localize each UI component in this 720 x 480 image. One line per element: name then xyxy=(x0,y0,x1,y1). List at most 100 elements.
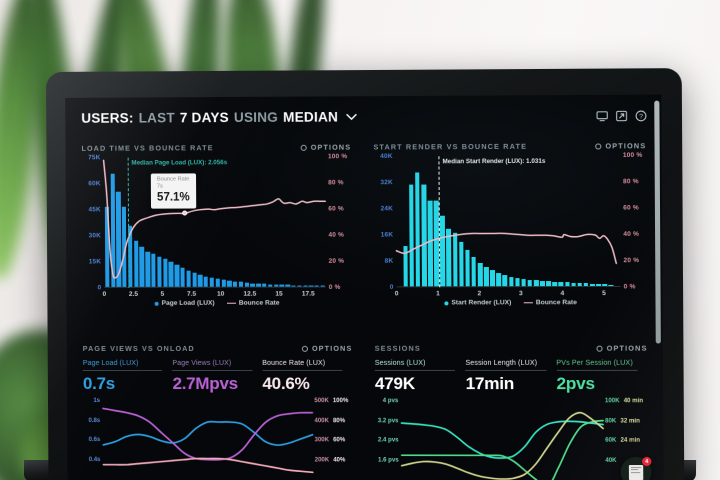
tooltip-anchor-dot xyxy=(182,210,188,216)
options-label: OPTIONS xyxy=(311,343,353,353)
panel-title: PAGE VIEWS VS ONLOAD xyxy=(82,343,195,353)
share-icon[interactable] xyxy=(615,109,627,121)
sparkline-svg xyxy=(103,398,313,476)
sparkline-series[interactable] xyxy=(401,420,603,480)
chart-tooltip: Bounce Rate 7s 57.1% xyxy=(150,173,196,209)
x-axis-tick: 2.5 xyxy=(128,290,139,298)
options-button[interactable]: OPTIONS xyxy=(300,143,351,152)
y2-axis-tick-group: 60K 24 min xyxy=(605,438,640,444)
x-axis-tick: 17.5 xyxy=(301,290,315,298)
x-axis-tick: 0 xyxy=(102,290,107,298)
y-axis-tick: 40K xyxy=(380,152,393,161)
y2-axis-tick-group: 300K 60% xyxy=(315,437,346,443)
gear-icon xyxy=(595,142,602,150)
kpi-value: 40.6% xyxy=(262,373,310,394)
kpi-label: Page Load (LUX) xyxy=(82,359,139,367)
chat-card-icon xyxy=(628,464,644,480)
tooltip-y-value: 57.1% xyxy=(156,191,190,204)
kpi-divider xyxy=(374,369,456,371)
chart-page-views-vs-onload[interactable]: 1s 0.8s 0.6s 0.4s 500K 100% 400K 80% 300K 60% 200K… xyxy=(88,398,348,476)
options-button[interactable]: OPTIONS xyxy=(596,344,648,353)
x-axis-tick: 15 xyxy=(275,290,283,298)
y-axis-tick: 1s xyxy=(93,398,101,405)
y2-axis-tick-primary: 40K xyxy=(605,457,617,464)
chart-legend: Start Render (LUX) Bounce Rate xyxy=(374,299,647,306)
options-button[interactable]: OPTIONS xyxy=(301,343,353,353)
y2-axis-tick: 60 % xyxy=(623,204,639,212)
y-axis-tick: 60K xyxy=(88,180,101,188)
y-axis-tick: 8K xyxy=(384,257,394,265)
help-icon[interactable]: ? xyxy=(635,109,647,121)
y2-axis-tick-group: 80K 32 min xyxy=(605,418,640,424)
y2-axis-tick-primary: 500K xyxy=(314,398,329,405)
y-axis-tick: 24K xyxy=(380,205,394,213)
bounce-rate-line xyxy=(104,157,326,288)
x-axis-tick: 10 xyxy=(216,290,225,298)
y2-axis-tick-secondary: 24 min xyxy=(620,437,641,444)
legend-item[interactable]: Page Load (LUX) xyxy=(154,299,215,307)
legend-label: Page Load (LUX) xyxy=(161,299,215,307)
page-scrollbar[interactable] xyxy=(654,100,661,344)
median-annotation-label: Median Start Render (LUX): 1.031s xyxy=(442,157,546,166)
chat-support-button[interactable]: 4 xyxy=(620,456,652,480)
y2-axis-tick-group: 400K 80% xyxy=(314,418,345,424)
panel-load-time-vs-bounce-rate: LOAD TIME VS BOUNCE RATE OPTIONS Median … xyxy=(81,143,352,307)
page-title[interactable]: USERS: LAST 7 DAYS USING MEDIAN xyxy=(81,109,357,125)
y2-axis-tick: 80 % xyxy=(328,179,344,187)
y-axis-tick: 4 pvs xyxy=(382,398,399,405)
y-axis-tick: 1.6 pvs xyxy=(378,457,399,464)
y2-axis-tick-primary: 300K xyxy=(314,437,330,444)
kpi-group: Page Load (LUX) 0.7s Page Views (LUX) 2.… xyxy=(82,359,353,394)
kpi-group: Sessions (LUX) 479K Session Length (LUX)… xyxy=(374,359,648,394)
laptop-device: USERS: LAST 7 DAYS USING MEDIAN ? xyxy=(46,68,685,480)
kpi-value: 17min xyxy=(465,373,515,394)
y-axis-tick: 2.4 pvs xyxy=(377,437,399,444)
y2-axis-tick-secondary: 60% xyxy=(333,437,346,444)
sparkline-svg xyxy=(401,398,603,477)
x-axis-tick: 4 xyxy=(560,290,565,298)
options-button[interactable]: OPTIONS xyxy=(595,141,646,150)
legend-item[interactable]: Bounce Rate xyxy=(226,299,280,307)
y-axis-tick: 0 xyxy=(97,284,102,292)
kpi-label: Page Views (LUX) xyxy=(172,359,232,367)
y2-axis-tick-group: 200K 40% xyxy=(315,457,346,463)
legend-label: Bounce Rate xyxy=(238,299,280,307)
chart-start-render-vs-bounce-rate[interactable]: Median Start Render (LUX): 1.031s 0 8K 16K… xyxy=(380,152,642,298)
kpi-divider xyxy=(82,369,163,372)
legend-item[interactable]: Start Render (LUX) xyxy=(444,299,511,306)
y2-axis-tick-group: 40K xyxy=(605,457,620,463)
panel-start-render-vs-bounce-rate: START RENDER VS BOUNCE RATE OPTIONS Medi… xyxy=(373,141,647,306)
sparkline-series[interactable] xyxy=(103,422,312,446)
y2-axis-tick-secondary: 40 min xyxy=(623,398,644,405)
legend-marker-dot xyxy=(154,301,159,306)
x-axis-tick: 7.5 xyxy=(186,290,197,298)
chart-load-time-vs-bounce-rate[interactable]: Median Page Load (LUX): 2.056s Bounce Rat… xyxy=(88,153,347,298)
panel-header: START RENDER VS BOUNCE RATE OPTIONS xyxy=(373,141,646,151)
chart-sessions[interactable]: 4 pvs 3.2 pvs 2.4 pvs 1.6 pvs 100K 40 min 80K 3… xyxy=(378,398,643,477)
gear-icon xyxy=(301,345,308,352)
kpi-label: Sessions (LUX) xyxy=(374,359,426,367)
kpi-page-views[interactable]: Page Views (LUX) 2.7Mpvs xyxy=(172,359,262,393)
legend-item[interactable]: Bounce Rate xyxy=(523,299,577,307)
chevron-down-icon[interactable] xyxy=(346,109,357,123)
legend-label: Bounce Rate xyxy=(535,299,577,307)
x-axis-tick: 2 xyxy=(477,290,482,298)
app-header: USERS: LAST 7 DAYS USING MEDIAN ? xyxy=(65,95,661,138)
kpi-pvs-per-session[interactable]: PVs Per Session (LUX) 2pvs xyxy=(556,360,647,393)
kpi-sessions[interactable]: Sessions (LUX) 479K xyxy=(374,359,466,393)
chart-plot-area: Median Start Render (LUX): 1.031s xyxy=(396,155,621,288)
chart-plot-area: Median Page Load (LUX): 2.056s Bounce Rat… xyxy=(104,157,326,288)
y2-axis-tick-primary: 100K xyxy=(604,398,620,405)
y2-axis-tick-primary: 60K xyxy=(605,437,617,444)
y2-axis-tick-primary: 400K xyxy=(314,417,329,424)
title-part-using: USING xyxy=(233,109,279,125)
sparkline-series[interactable] xyxy=(401,413,603,480)
kpi-session-length[interactable]: Session Length (LUX) 17min xyxy=(465,360,556,394)
title-part-users: USERS: xyxy=(81,110,134,126)
monitor-icon[interactable] xyxy=(596,109,608,121)
kpi-bounce-rate[interactable]: Bounce Rate (LUX) 40.6% xyxy=(262,360,352,394)
sparkline-series[interactable] xyxy=(401,421,603,458)
y2-axis-tick: 100 % xyxy=(622,151,643,160)
kpi-page-load[interactable]: Page Load (LUX) 0.7s xyxy=(82,359,173,393)
legend-marker-dot xyxy=(444,300,449,305)
